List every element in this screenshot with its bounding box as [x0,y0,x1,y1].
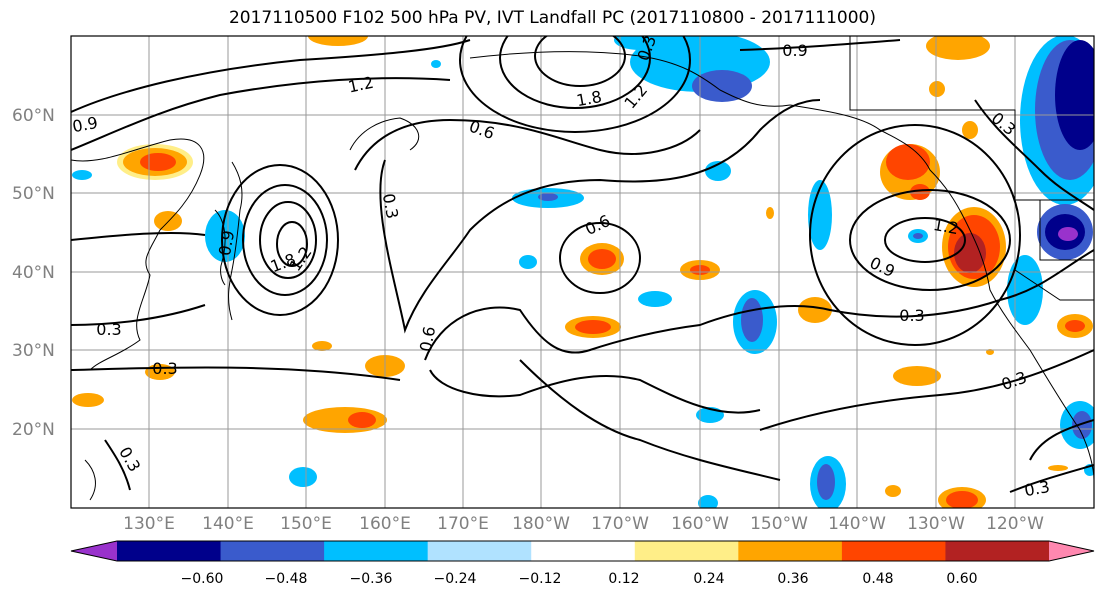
lon-label: 130°E [123,514,175,534]
coastlines [71,36,1094,501]
lat-label: 20°N [12,420,55,440]
colorbar-tick-label: −0.24 [433,571,477,587]
lat-label: 40°N [12,263,55,283]
lon-label: 130°W [907,514,965,534]
map-frame [70,35,1095,509]
contour-label: 0.3 [999,368,1029,395]
colorbar-outline [70,540,1095,562]
contour-label: 0.9 [782,41,807,60]
contour-label: 0.9 [215,229,238,257]
lat-label: 30°N [12,341,55,361]
pv-contours [71,36,1094,493]
contour-label: 0.6 [467,117,497,144]
colorbar-segment [634,541,739,561]
colorbar-tick-label: 0.12 [608,571,640,587]
colorbar-segment [531,541,636,561]
colorbar-tick-label: −0.48 [264,571,308,587]
lat-label: 50°N [12,184,55,204]
colorbar-segment [220,541,325,561]
lon-label: 140°W [828,514,886,534]
contour-label: 0.3 [152,359,177,378]
lon-label: 180°W [512,514,570,534]
lon-label: 170°W [591,514,649,534]
contour-label: 0.6 [582,211,613,239]
contour-label: 1.2 [346,73,375,97]
lon-label: 150°W [750,514,808,534]
colorbar-extend-high [1049,541,1094,561]
contour-label: 0.9 [71,113,99,136]
contour-label: 1.8 [575,87,603,110]
colorbar-tick-label: 0.60 [946,571,978,587]
colorbar-segment [841,541,946,561]
colorbar-tick-label: 0.36 [777,571,809,587]
lon-label: 160°W [671,514,729,534]
colorbar-tick-label: −0.36 [349,571,393,587]
colorbar-tick-label: −0.60 [180,571,224,587]
contour-label: 1.2 [932,215,960,238]
lat-label: 60°N [12,106,55,126]
contour-label: 0.9 [867,253,898,281]
contour-label: 0.3 [379,192,402,220]
contour-label: 0.6 [416,325,439,353]
contour-label: 0.3 [1023,477,1051,500]
contour-label: 0.3 [899,306,924,325]
colorbar [70,540,1095,562]
contour-label: 0.3 [96,320,121,339]
colorbar-tick-label: 0.24 [693,571,725,587]
colorbar-tick-label: 0.48 [862,571,894,587]
contour-label: 0.3 [115,443,144,475]
colorbar-segment [324,541,429,561]
lon-label: 160°E [359,514,411,534]
colorbar-tick-label: −0.12 [518,571,562,587]
lon-label: 170°E [437,514,489,534]
colorbar-segment [945,541,1050,561]
lon-label: 140°E [202,514,254,534]
map-title: 2017110500 F102 500 hPa PV, IVT Landfall… [228,8,876,28]
colorbar-extend-low [71,541,117,561]
colorbar-segment [117,541,222,561]
contour-label: 1.2 [620,81,651,113]
colorbar-segment [427,541,532,561]
lon-label: 150°E [280,514,332,534]
lon-label: 120°W [986,514,1044,534]
colorbar-segment [738,541,843,561]
